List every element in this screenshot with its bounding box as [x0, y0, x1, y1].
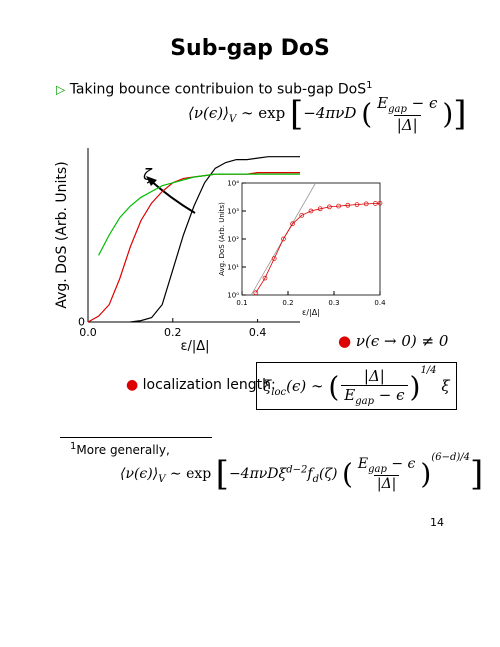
math: d	[312, 473, 319, 485]
bracket: ]	[453, 94, 467, 134]
x-tick-label: 0.2	[282, 299, 293, 307]
math: ⟨ν(ϵ)⟩	[120, 466, 159, 482]
math: (ϵ) ∼	[286, 377, 324, 395]
bracket: ]	[470, 454, 484, 494]
math: d−2	[286, 464, 308, 476]
y-tick-label: 0	[78, 316, 85, 329]
y-tick-label: 10¹	[227, 263, 239, 271]
math: E	[377, 94, 389, 112]
math: loc	[271, 387, 287, 398]
fraction: Egap − ϵ |Δ|	[355, 456, 418, 492]
bracket: [	[215, 454, 229, 494]
y-axis-label: Avg. DoS (Arb. Units)	[54, 161, 70, 308]
math: −4πνD	[303, 104, 357, 122]
math: |Δ|	[373, 474, 400, 492]
bullet-text: localization length:	[142, 377, 276, 393]
footnote-mark: 1	[366, 80, 373, 91]
data-point	[271, 256, 277, 261]
bullet: ▷ Taking bounce contribuion to sub-gap D…	[56, 80, 373, 98]
math: (6−d)/4	[431, 452, 470, 463]
y-tick-label: 10²	[227, 235, 239, 243]
formula: ⟨ν(ϵ)⟩V ∼ exp [−4πνDξd−2fd(ζ) (Egap − ϵ |…	[120, 452, 483, 494]
bullet-icon: ●	[338, 332, 352, 350]
y-tick-label: 10³	[227, 207, 239, 215]
data-line	[255, 202, 381, 294]
title: Sub-gap DoS	[170, 36, 330, 61]
data-point	[290, 221, 295, 227]
fraction: Egap − ϵ |Δ|	[374, 94, 440, 134]
inset-background	[214, 177, 388, 319]
page-number: 14	[430, 516, 444, 529]
math: 1/4	[420, 365, 437, 376]
math: gap	[388, 104, 407, 115]
math: E	[344, 386, 356, 404]
math: − ϵ	[373, 386, 405, 404]
x-tick-label: 0.4	[374, 299, 386, 307]
bracket: [	[290, 94, 304, 134]
footnote-rule	[60, 437, 212, 438]
paren: )	[409, 370, 421, 404]
paren: (	[328, 370, 340, 404]
data-point	[299, 212, 305, 218]
x-tick-label: 0.0	[79, 326, 97, 339]
bullet: ● localization length:	[126, 377, 276, 393]
math: ⟨ν(ϵ)⟩	[188, 104, 229, 122]
math: ∼ exp	[240, 104, 286, 122]
footnote-mark: 1	[70, 441, 77, 452]
math: − ϵ	[386, 456, 416, 473]
math: ξ	[263, 377, 272, 395]
math: ξ	[441, 377, 450, 395]
arrowhead	[146, 176, 157, 186]
math: |Δ|	[363, 367, 385, 385]
math: f	[307, 466, 313, 482]
bullet-icon: ▷	[56, 82, 66, 97]
footnote-text: More generally,	[76, 443, 170, 457]
annotation: ζ	[142, 165, 153, 184]
math: E	[357, 456, 369, 473]
math: −4πνDξ	[228, 466, 287, 482]
y-tick-label: 10⁴	[227, 179, 239, 187]
math: ν(ϵ → 0) ≠ 0	[355, 332, 449, 350]
math: ∼ exp	[169, 466, 212, 482]
data-point	[262, 275, 268, 281]
data-point	[281, 236, 286, 242]
math: − ϵ	[406, 94, 438, 112]
arrow	[149, 179, 196, 214]
paren: )	[420, 457, 432, 491]
data-point	[253, 290, 259, 296]
x-tick-label: 0.4	[249, 326, 267, 339]
data-line	[130, 156, 300, 323]
paren: )	[442, 97, 454, 131]
math: V	[228, 114, 237, 125]
y-tick-label: 10⁰	[227, 291, 239, 299]
x-tick-label: 0.3	[328, 299, 339, 307]
paren: (	[341, 457, 353, 491]
bullet: ● ν(ϵ → 0) ≠ 0	[338, 332, 448, 350]
bullet-icon: ●	[126, 377, 139, 393]
x-axis-label: ε/|Δ|	[302, 308, 320, 317]
x-tick-label: 0.2	[164, 326, 182, 339]
fraction: |Δ| Egap − ϵ	[341, 367, 408, 407]
math: |Δ|	[393, 115, 421, 134]
footnote: 1More generally,	[70, 441, 170, 457]
math: gap	[355, 396, 374, 407]
math: V	[158, 473, 166, 485]
math: (ζ)	[318, 466, 338, 482]
bullet-text: Taking bounce contribuion to sub-gap DoS	[69, 81, 367, 98]
paren: (	[361, 97, 373, 131]
main-chart: 0.0 0.2 0.4 0	[78, 148, 300, 339]
math: gap	[368, 463, 387, 475]
formula-box: ξloc(ϵ) ∼ (|Δ| Egap − ϵ)1/4 ξ	[256, 362, 457, 410]
inset-chart: ε/|Δ| Avg. DoS (Arb. Units) 0.1 0.2 0.3 0.4 10…	[214, 177, 388, 319]
data-line	[98, 173, 300, 256]
y-axis-label: Avg. DoS (Arb. Units)	[218, 202, 226, 276]
formula: ⟨ν(ϵ)⟩V ∼ exp [−4πνD (Egap − ϵ |Δ|)]	[188, 94, 467, 134]
data-point	[308, 208, 314, 214]
x-tick-label: 0.1	[236, 299, 247, 307]
x-axis-label: ε/|Δ|	[180, 339, 209, 354]
